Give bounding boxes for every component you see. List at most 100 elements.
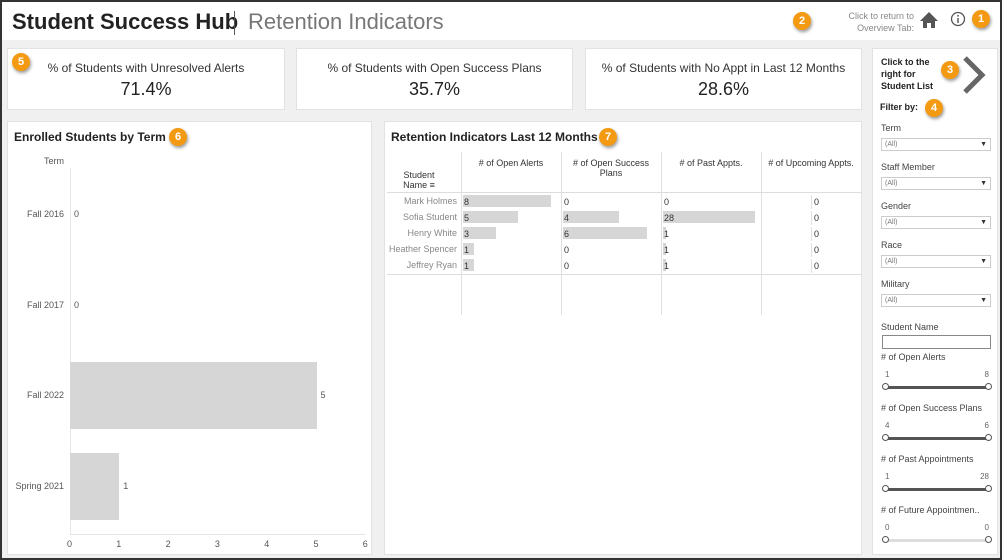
- y-tick-label: Fall 2016: [26, 209, 64, 219]
- bar[interactable]: [70, 362, 317, 429]
- bar[interactable]: [663, 211, 755, 223]
- title-divider: [234, 11, 235, 35]
- student-name[interactable]: Henry White: [407, 228, 457, 238]
- slider-max-handle[interactable]: [985, 485, 992, 492]
- cell-value: 0: [814, 197, 820, 207]
- nav-line2: right for: [881, 69, 916, 79]
- badge-5: 5: [12, 53, 30, 71]
- slider-min-value: 1: [885, 472, 890, 481]
- filter-dropdown[interactable]: (All) ▼: [881, 294, 991, 307]
- range-slider[interactable]: [882, 434, 992, 441]
- filter-dropdown[interactable]: (All) ▼: [881, 255, 991, 268]
- zero-bar: [811, 259, 812, 273]
- slider-min-handle[interactable]: [882, 485, 889, 492]
- student-name[interactable]: Sofia Student: [402, 212, 457, 222]
- bar[interactable]: [463, 227, 496, 239]
- kpi-value: 71.4%: [120, 79, 172, 99]
- slider-label: # of Future Appointmen..: [881, 505, 980, 515]
- data-label: 0: [74, 209, 80, 219]
- slider-min-value: 0: [885, 523, 890, 532]
- filter-label: Term: [881, 123, 901, 133]
- slider-max-handle[interactable]: [985, 434, 992, 441]
- bar[interactable]: [463, 259, 474, 271]
- slider-min-handle[interactable]: [882, 536, 889, 543]
- student-name[interactable]: Heather Spencer: [388, 244, 457, 254]
- bar[interactable]: [563, 227, 647, 239]
- cell-value: 0: [664, 197, 670, 207]
- student-name[interactable]: Jeffrey Ryan: [406, 260, 457, 270]
- home-icon[interactable]: [919, 10, 939, 30]
- slider-max-value: 28: [980, 472, 989, 481]
- badge-1: 1: [972, 10, 990, 28]
- slider-label: # of Open Alerts: [881, 352, 946, 362]
- student-name[interactable]: Mark Holmes: [403, 196, 457, 206]
- page-title: Retention Indicators: [248, 9, 444, 34]
- header-divider: [387, 192, 861, 193]
- bar[interactable]: [463, 211, 518, 223]
- cell-value: 0: [814, 245, 820, 255]
- nav-line1: Click to the: [881, 57, 930, 67]
- header-line2: Name: [403, 180, 428, 190]
- bar[interactable]: [663, 243, 667, 255]
- sort-icon[interactable]: ≡: [429, 180, 435, 190]
- kpi-unresolved-alerts: 5 % of Students with Unresolved Alerts 7…: [7, 48, 285, 110]
- student-name-input[interactable]: [882, 335, 991, 349]
- student-name-header[interactable]: Student Name ≡: [399, 170, 439, 190]
- kpi-label: % of Students with No Appt in Last 12 Mo…: [601, 61, 846, 75]
- data-label: 5: [320, 390, 326, 400]
- filter-dropdown[interactable]: (All) ▼: [881, 177, 991, 190]
- badge-3: 3: [941, 61, 959, 79]
- kpi-label: % of Students with Unresolved Alerts: [47, 61, 245, 75]
- slider-max-handle[interactable]: [985, 383, 992, 390]
- range-slider[interactable]: [882, 536, 992, 543]
- slider-min-value: 1: [885, 370, 890, 379]
- column-divider: [761, 152, 762, 315]
- bar[interactable]: [70, 453, 120, 520]
- chevron-down-icon: ▼: [980, 258, 987, 265]
- range-slider[interactable]: [882, 383, 992, 390]
- filter-label: Military: [881, 279, 910, 289]
- column-divider: [661, 152, 662, 315]
- cell-value: 5: [464, 213, 470, 223]
- return-text-line1: Click to return to: [848, 11, 914, 21]
- kpi-value: 28.6%: [697, 79, 750, 99]
- bar[interactable]: [463, 195, 551, 207]
- slider-max-value: 0: [984, 523, 989, 532]
- cell-value: 3: [464, 229, 470, 239]
- zero-bar: [811, 243, 812, 257]
- table-bottom-line: [387, 274, 861, 275]
- filter-label: Gender: [881, 201, 912, 211]
- info-icon[interactable]: [950, 11, 966, 27]
- bar[interactable]: [663, 227, 667, 239]
- bar[interactable]: [463, 243, 474, 255]
- range-slider[interactable]: [882, 485, 992, 492]
- bar[interactable]: [663, 259, 667, 271]
- column-header[interactable]: # of Open Alerts: [478, 158, 544, 168]
- filter-dropdown[interactable]: (All) ▼: [881, 216, 991, 229]
- bar[interactable]: [563, 211, 619, 223]
- x-tick-label: 2: [165, 539, 171, 549]
- column-header[interactable]: # of Open Success Plans: [572, 158, 650, 178]
- cell-value: 0: [564, 245, 570, 255]
- slider-label: # of Open Success Plans: [881, 403, 983, 413]
- slider-max-handle[interactable]: [985, 536, 992, 543]
- chevron-right-icon[interactable]: [961, 55, 987, 95]
- cell-value: 6: [564, 229, 570, 239]
- filter-dropdown[interactable]: (All) ▼: [881, 138, 991, 151]
- cell-value: 0: [564, 197, 570, 207]
- slider-min-handle[interactable]: [882, 434, 889, 441]
- badge-4: 4: [925, 99, 943, 117]
- return-text: Click to return to Overview Tab:: [814, 10, 914, 34]
- kpi-open-success-plans: % of Students with Open Success Plans 35…: [296, 48, 573, 110]
- zero-bar: [811, 195, 812, 209]
- cell-value: 4: [564, 213, 570, 223]
- filter-label: Race: [881, 240, 903, 250]
- slider-max-value: 6: [984, 421, 989, 430]
- zero-bar: [811, 211, 812, 225]
- column-header[interactable]: # of Upcoming Appts.: [768, 158, 854, 168]
- chart-title: Enrolled Students by Term: [14, 130, 166, 144]
- x-axis-line: [70, 534, 366, 535]
- header-line1: Student: [403, 170, 435, 180]
- column-header[interactable]: # of Past Appts.: [679, 158, 743, 168]
- slider-min-handle[interactable]: [882, 383, 889, 390]
